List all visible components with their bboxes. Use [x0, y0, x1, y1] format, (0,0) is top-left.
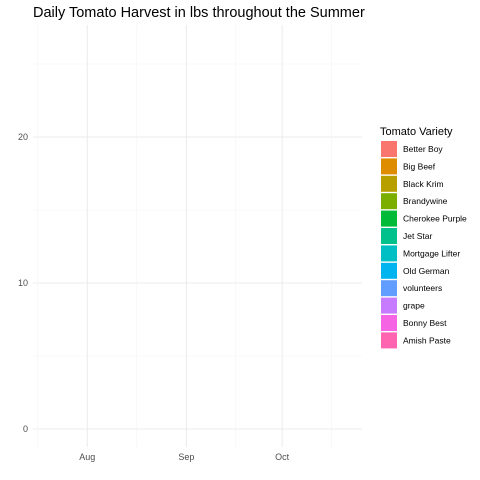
y-tick-label: 20 — [18, 132, 28, 142]
y-tick-label: 0 — [23, 424, 28, 434]
legend-swatch — [381, 141, 397, 157]
grid-layer — [33, 25, 362, 447]
legend-label: grape — [403, 301, 425, 311]
legend-swatch — [381, 193, 397, 210]
legend-swatch — [381, 210, 397, 227]
legend-label: Black Krim — [403, 179, 444, 189]
legend-label: Bonny Best — [403, 318, 447, 328]
legend-swatch — [381, 228, 397, 244]
x-tick-label: Oct — [275, 452, 290, 462]
legend-label: volunteers — [403, 283, 442, 293]
legend-swatch — [381, 245, 397, 262]
legend-label: Jet Star — [403, 231, 432, 241]
legend-title: Tomato Variety — [380, 126, 453, 138]
legend-swatch — [381, 332, 397, 349]
legend-label: Big Beef — [403, 161, 436, 171]
legend-label: Brandywine — [403, 196, 448, 206]
legend-label: Mortgage Lifter — [403, 248, 460, 258]
y-tick-label: 10 — [18, 278, 28, 288]
legend: Tomato Variety Better Boy Big Beef Black K… — [380, 126, 467, 349]
legend-label: Better Boy — [403, 144, 443, 154]
legend-swatch — [381, 297, 397, 314]
x-axis-tick-labels: Aug Sep Oct — [79, 452, 289, 462]
x-tick-label: Sep — [178, 452, 194, 462]
legend-swatch — [381, 175, 397, 192]
legend-label: Amish Paste — [403, 335, 451, 345]
chart-title: Daily Tomato Harvest in lbs throughout t… — [33, 5, 365, 21]
legend-swatch — [381, 280, 397, 297]
legend-swatch — [381, 158, 397, 175]
y-axis-tick-labels: 0 10 20 — [18, 132, 28, 434]
legend-swatch — [381, 262, 397, 279]
x-tick-label: Aug — [79, 452, 95, 462]
legend-label: Old German — [403, 266, 450, 276]
legend-label: Cherokee Purple — [403, 214, 467, 224]
legend-swatch — [381, 315, 397, 331]
